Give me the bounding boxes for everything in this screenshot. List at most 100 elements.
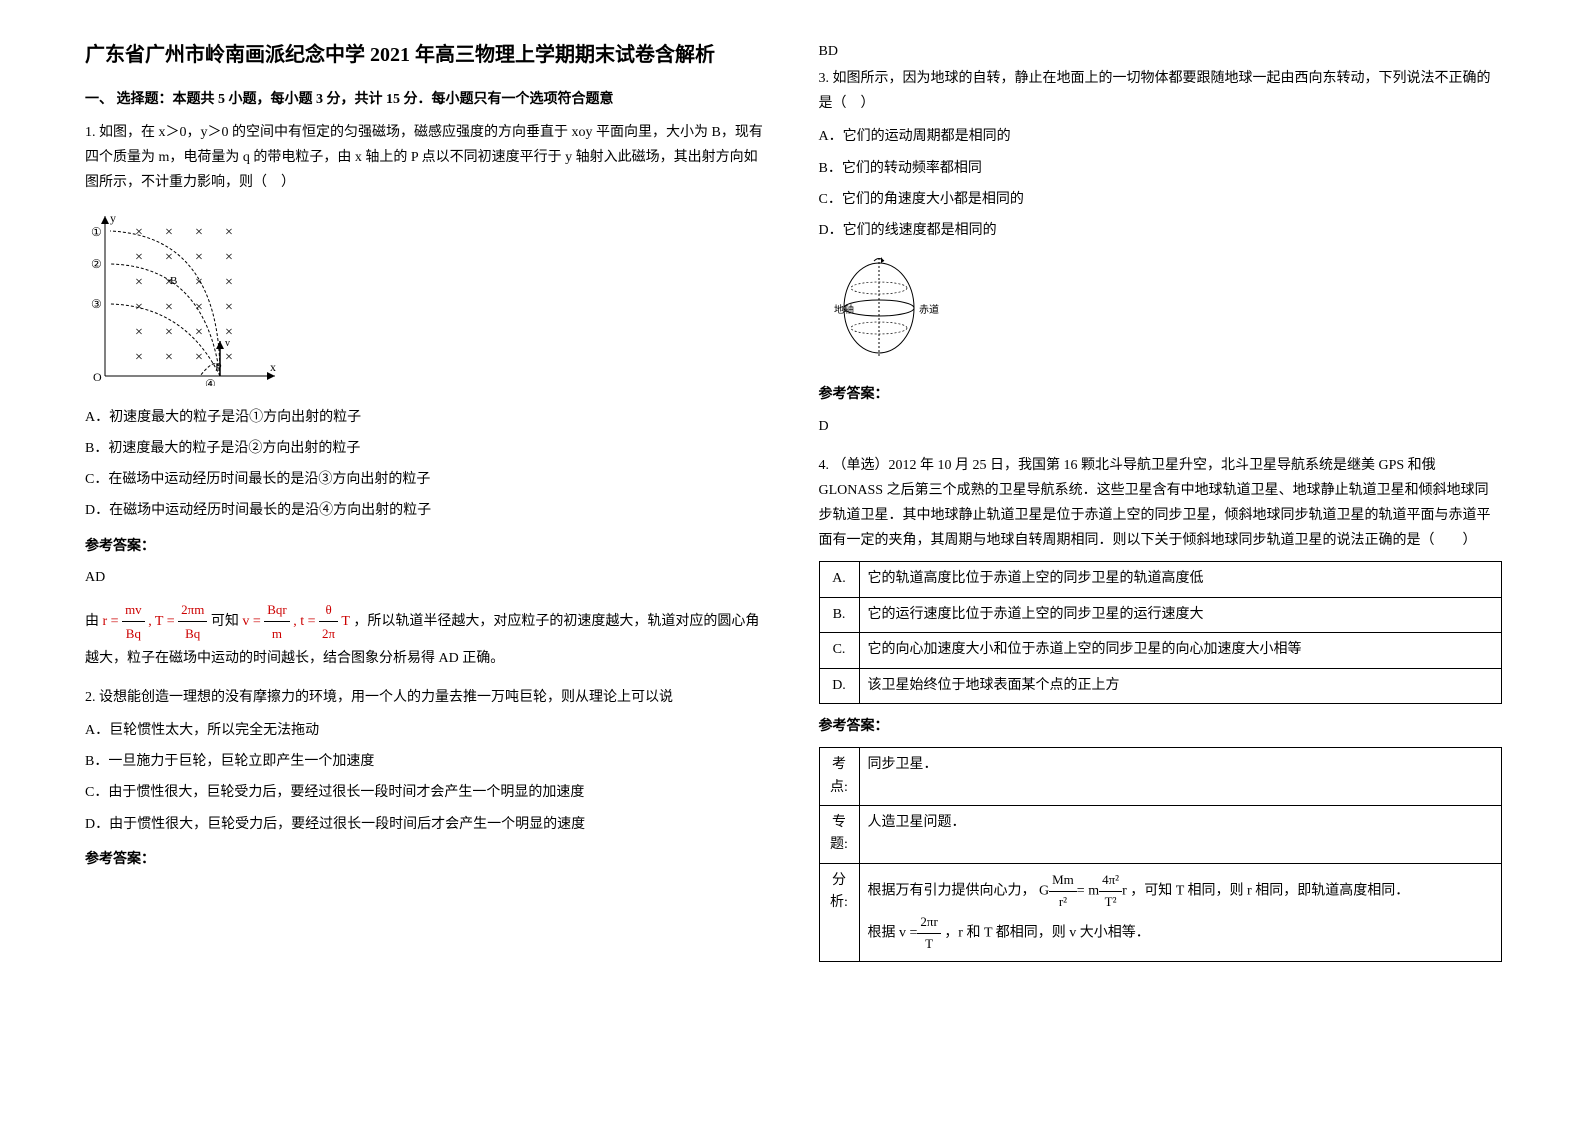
question-4: 4. （单选）2012 年 10 月 25 日，我国第 16 颗北斗导航卫星升空… <box>819 453 1503 962</box>
analysis-text2: ，可知 T 相同，则 r 相同，即轨道高度相同． <box>1130 883 1409 898</box>
q2-optC: C．由于惯性很大，巨轮受力后，要经过很长一段时间才会产生一个明显的加速度 <box>85 780 769 805</box>
formula-gravity: GMmr²= m4π²T²r <box>1039 870 1127 913</box>
right-column: BD 3. 如图所示，因为地球的自转，静止在地面上的一切物体都要跟随地球一起由西… <box>794 40 1528 1082</box>
svg-text:×: × <box>195 300 203 315</box>
svg-text:地轴: 地轴 <box>834 303 854 316</box>
svg-text:×: × <box>135 325 143 340</box>
q4-optB: 它的运行速度比位于赤道上空的同步卫星的运行速度大 <box>859 597 1502 632</box>
q4-answer-label: 参考答案： <box>819 714 1503 739</box>
svg-text:y: y <box>110 211 116 225</box>
svg-text:×: × <box>195 275 203 290</box>
q3-optA: A．它们的运动周期都是相同的 <box>819 124 1503 149</box>
analysis-row2-label: 专题: <box>819 805 859 863</box>
q4-optD-label: D. <box>819 668 859 703</box>
svg-text:×: × <box>135 225 143 240</box>
q2-optD: D．由于惯性很大，巨轮受力后，要经过很长一段时间后才会产生一个明显的速度 <box>85 812 769 837</box>
analysis-row2-text: 人造卫星问题． <box>859 805 1502 863</box>
analysis-text1: 根据万有引力提供向心力， <box>868 883 1036 898</box>
svg-text:×: × <box>135 350 143 365</box>
svg-text:×: × <box>195 225 203 240</box>
analysis-row3-content: 根据万有引力提供向心力， GMmr²= m4π²T²r ，可知 T 相同，则 r… <box>859 863 1502 961</box>
svg-text:④: ④ <box>205 377 216 386</box>
svg-text:P: P <box>215 360 222 374</box>
q4-optC-label: C. <box>819 633 859 668</box>
analysis-row1-text: 同步卫星． <box>859 748 1502 806</box>
table-row: C. 它的向心加速度大小和位于赤道上空的同步卫星的向心加速度大小相等 <box>819 633 1502 668</box>
page-title: 广东省广州市岭南画派纪念中学 2021 年高三物理上学期期末试卷含解析 <box>85 40 769 70</box>
q1-optC: C．在磁场中运动经历时间最长的是沿③方向出射的粒子 <box>85 467 769 492</box>
table-row: B. 它的运行速度比位于赤道上空的同步卫星的运行速度大 <box>819 597 1502 632</box>
q3-optB: B．它们的转动频率都相同 <box>819 156 1503 181</box>
q2-optB: B．一旦施力于巨轮，巨轮立即产生一个加速度 <box>85 749 769 774</box>
q3-optC: C．它们的角速度大小都是相同的 <box>819 187 1503 212</box>
svg-text:×: × <box>195 250 203 265</box>
analysis-text3: 根据 <box>868 926 896 941</box>
svg-text:×: × <box>225 225 233 240</box>
table-row: 考点: 同步卫星． <box>819 748 1502 806</box>
analysis-row1-label: 考点: <box>819 748 859 806</box>
svg-text:v: v <box>225 338 230 349</box>
q3-optD: D．它们的线速度都是相同的 <box>819 218 1503 243</box>
formula-r: r = mvBq , T = 2πmBq <box>103 598 208 646</box>
expl-mid: 可知 <box>211 614 239 629</box>
expl-prefix: 由 <box>85 614 99 629</box>
q1-optB: B．初速度最大的粒子是沿②方向出射的粒子 <box>85 436 769 461</box>
analysis-row3-label: 分析: <box>819 863 859 961</box>
table-row: A. 它的轨道高度比位于赤道上空的同步卫星的轨道高度低 <box>819 562 1502 597</box>
q3-text: 3. 如图所示，因为地球的自转，静止在地面上的一切物体都要跟随地球一起由西向东转… <box>819 66 1503 116</box>
q1-optA: A．初速度最大的粒子是沿①方向出射的粒子 <box>85 405 769 430</box>
q4-optD: 该卫星始终位于地球表面某个点的正上方 <box>859 668 1502 703</box>
svg-text:③: ③ <box>91 297 102 311</box>
svg-text:×: × <box>165 300 173 315</box>
q4-optA: 它的轨道高度比位于赤道上空的同步卫星的轨道高度低 <box>859 562 1502 597</box>
q1-answer-label: 参考答案： <box>85 534 769 559</box>
left-column: 广东省广州市岭南画派纪念中学 2021 年高三物理上学期期末试卷含解析 一、 选… <box>60 40 794 1082</box>
svg-text:×: × <box>135 250 143 265</box>
table-row: 专题: 人造卫星问题． <box>819 805 1502 863</box>
svg-text:O: O <box>93 370 102 384</box>
q3-diagram: 地轴 赤道 <box>819 253 1503 372</box>
table-row: 分析: 根据万有引力提供向心力， GMmr²= m4π²T²r ，可知 T 相同… <box>819 863 1502 961</box>
q4-optA-label: A. <box>819 562 859 597</box>
q1-diagram: O y x P ×××× ×××× ×××× ×××× ×××× ×××× ① … <box>85 206 769 395</box>
analysis-text4: ，r 和 T 都相同，则 v 大小相等． <box>944 926 1149 941</box>
svg-text:×: × <box>165 225 173 240</box>
q4-optB-label: B. <box>819 597 859 632</box>
q2-text: 2. 设想能创造一理想的没有摩擦力的环境，用一个人的力量去推一万吨巨轮，则从理论… <box>85 685 769 710</box>
q3-answer-label: 参考答案： <box>819 382 1503 407</box>
svg-text:×: × <box>165 250 173 265</box>
svg-text:B: B <box>170 275 177 287</box>
q2-answer-label: 参考答案： <box>85 847 769 872</box>
question-2: 2. 设想能创造一理想的没有摩擦力的环境，用一个人的力量去推一万吨巨轮，则从理论… <box>85 685 769 872</box>
svg-text:赤道: 赤道 <box>919 303 939 316</box>
svg-text:×: × <box>135 275 143 290</box>
svg-text:×: × <box>195 325 203 340</box>
q1-optD: D．在磁场中运动经历时间最长的是沿④方向出射的粒子 <box>85 498 769 523</box>
q4-optC: 它的向心加速度大小和位于赤道上空的同步卫星的向心加速度大小相等 <box>859 633 1502 668</box>
svg-text:×: × <box>225 300 233 315</box>
q4-options-table: A. 它的轨道高度比位于赤道上空的同步卫星的轨道高度低 B. 它的运行速度比位于… <box>819 561 1503 704</box>
svg-text:×: × <box>165 325 173 340</box>
q1-explanation: 由 r = mvBq , T = 2πmBq 可知 v = Bqrm , t =… <box>85 598 769 671</box>
question-1: 1. 如图，在 x＞0，y＞0 的空间中有恒定的匀强磁场，磁感应强度的方向垂直于… <box>85 120 769 671</box>
q3-answer: D <box>819 414 1503 439</box>
svg-text:×: × <box>225 250 233 265</box>
svg-text:×: × <box>165 350 173 365</box>
q1-text: 1. 如图，在 x＞0，y＞0 的空间中有恒定的匀强磁场，磁感应强度的方向垂直于… <box>85 120 769 196</box>
question-3: 3. 如图所示，因为地球的自转，静止在地面上的一切物体都要跟随地球一起由西向东转… <box>819 66 1503 439</box>
svg-text:×: × <box>225 275 233 290</box>
q4-text: 4. （单选）2012 年 10 月 25 日，我国第 16 颗北斗导航卫星升空… <box>819 453 1503 554</box>
svg-text:①: ① <box>91 225 102 239</box>
svg-text:×: × <box>225 350 233 365</box>
svg-text:x: x <box>270 360 276 374</box>
formula-v: v = Bqrm , t = θ2π T <box>242 598 350 646</box>
svg-text:②: ② <box>91 257 102 271</box>
table-row: D. 该卫星始终位于地球表面某个点的正上方 <box>819 668 1502 703</box>
q1-answer: AD <box>85 565 769 590</box>
svg-text:×: × <box>195 350 203 365</box>
q4-analysis-table: 考点: 同步卫星． 专题: 人造卫星问题． 分析: 根据万有引力提供向心力， G… <box>819 747 1503 962</box>
q2-answer: BD <box>819 44 1503 60</box>
q2-optA: A．巨轮惯性太大，所以完全无法拖动 <box>85 718 769 743</box>
formula-velocity: v =2πrT <box>899 912 941 955</box>
section-header: 一、 选择题：本题共 5 小题，每小题 3 分，共计 15 分．每小题只有一个选… <box>85 88 769 108</box>
